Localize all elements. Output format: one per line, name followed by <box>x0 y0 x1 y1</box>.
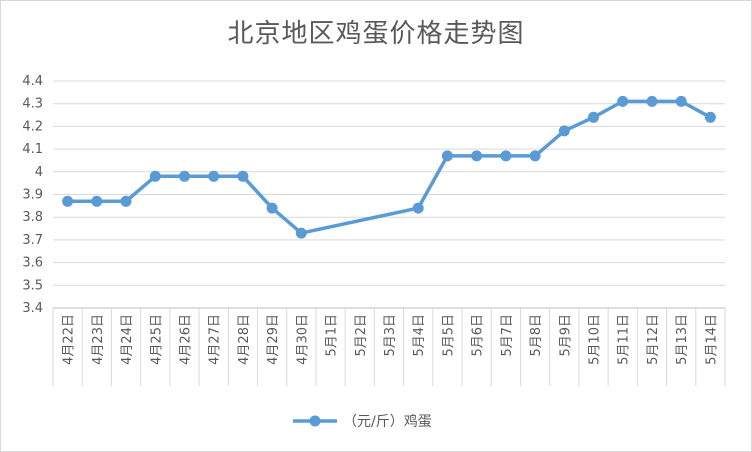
y-axis-ticks: 3.4 3.5 3.6 3.7 3.8 3.9 4 4.1 4.2 4.3 4.4 <box>22 74 43 316</box>
y-tick-label: 4 <box>35 165 43 180</box>
x-tick-label: 5月6日 <box>471 314 486 357</box>
data-point <box>295 227 307 239</box>
x-tick-label: 4月24日 <box>120 314 135 365</box>
x-tick-label: 5月5日 <box>441 314 456 357</box>
y-tick-label: 4.4 <box>22 74 43 89</box>
data-point <box>558 125 570 137</box>
x-tick-label: 4月23日 <box>91 314 106 365</box>
data-point <box>208 170 220 182</box>
y-tick-label: 3.4 <box>22 301 43 316</box>
grid-layer <box>52 80 726 386</box>
x-tick-label: 5月3日 <box>383 314 398 357</box>
data-point <box>704 111 716 123</box>
data-point <box>179 170 190 182</box>
data-point <box>91 195 103 207</box>
x-tick-label: 4月25日 <box>149 314 164 365</box>
data-point <box>412 202 424 214</box>
data-point <box>617 95 629 107</box>
legend-marker <box>309 415 321 427</box>
x-tick-label: 4月26日 <box>178 314 193 365</box>
data-point <box>149 170 161 182</box>
x-tick-label: 5月13日 <box>675 314 690 365</box>
x-tick-label: 5月9日 <box>558 314 573 357</box>
series-line <box>65 99 713 235</box>
data-point <box>675 95 687 107</box>
x-tick-label: 5月12日 <box>646 314 661 365</box>
data-point <box>471 150 483 162</box>
x-tick-label: 4月29日 <box>266 314 281 365</box>
data-point <box>62 195 74 207</box>
y-tick-label: 4.2 <box>22 119 43 134</box>
data-point <box>529 150 541 162</box>
x-tick-label: 4月30日 <box>295 314 310 365</box>
x-tick-label: 5月1日 <box>325 314 340 357</box>
x-tick-label: 4月28日 <box>237 314 252 365</box>
data-point <box>120 195 132 207</box>
y-tick-label: 3.5 <box>22 278 43 293</box>
y-tick-label: 3.6 <box>22 256 43 271</box>
series-layer <box>62 95 716 239</box>
x-axis-ticks: 4月22日 4月23日 4月24日 4月25日 4月26日 4月27日 4月28日 4月29日… <box>62 314 720 365</box>
data-point <box>646 95 658 107</box>
data-point <box>500 150 512 162</box>
x-tick-label: 5月4日 <box>412 314 427 357</box>
data-point <box>441 150 453 162</box>
y-tick-label: 3.7 <box>22 233 43 248</box>
y-tick-label: 4.1 <box>22 142 43 157</box>
data-point <box>266 202 278 214</box>
x-tick-label: 5月10日 <box>588 314 603 365</box>
y-tick-label: 3.9 <box>22 188 43 203</box>
x-tick-label: 5月2日 <box>354 314 369 357</box>
y-tick-label: 3.8 <box>22 210 43 225</box>
x-tick-label: 5月14日 <box>704 314 719 365</box>
data-point <box>237 170 249 182</box>
x-tick-label: 5月8日 <box>529 314 544 357</box>
y-tick-label: 4.3 <box>22 97 43 112</box>
legend-label: （元/斤）鸡蛋 <box>343 413 432 430</box>
chart-title: 北京地区鸡蛋价格走势图 <box>227 19 525 49</box>
x-tick-label: 5月7日 <box>500 314 515 357</box>
x-tick-label: 4月27日 <box>208 314 223 365</box>
x-tick-label: 5月11日 <box>617 314 632 365</box>
x-tick-label: 4月22日 <box>62 314 77 365</box>
data-point <box>588 111 599 123</box>
legend: （元/斤）鸡蛋 <box>293 413 432 430</box>
